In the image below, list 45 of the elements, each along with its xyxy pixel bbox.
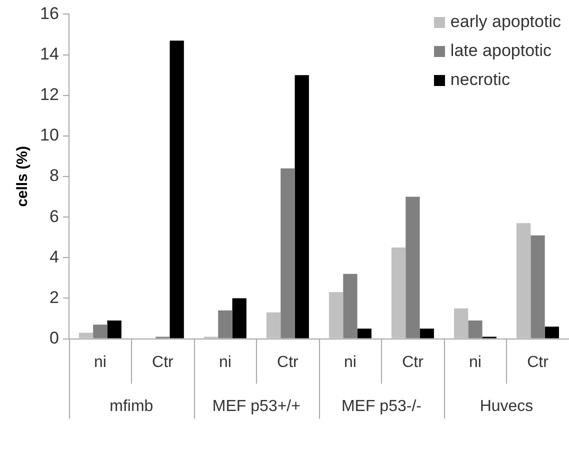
bar <box>107 320 122 338</box>
y-tick-label: 16 <box>40 4 59 23</box>
x-tick-label: Ctr <box>402 354 424 371</box>
bar <box>280 168 295 338</box>
text: Huvecs <box>480 398 534 416</box>
bar <box>232 298 246 338</box>
y-tick-label: 12 <box>40 85 59 104</box>
bar <box>93 324 108 338</box>
bar <box>530 235 545 338</box>
bar <box>454 308 468 338</box>
bar <box>78 332 94 338</box>
x-tick-label: ni <box>344 354 356 371</box>
y-tick-label: 2 <box>49 288 59 307</box>
bar <box>328 292 344 338</box>
bar <box>544 326 559 338</box>
y-tick-label: 6 <box>49 206 59 226</box>
bar <box>391 248 406 338</box>
legend-label: necrotic <box>450 70 510 90</box>
bar <box>170 40 184 338</box>
y-tick-label: 0 <box>49 328 59 348</box>
bar <box>357 328 372 338</box>
bar <box>516 223 531 338</box>
x-tick-label: ni <box>94 354 106 371</box>
x-tick-label: Ctr <box>277 354 300 371</box>
bar <box>266 312 281 338</box>
text: mfimb <box>110 398 154 416</box>
y-tick-label: 14 <box>40 44 59 64</box>
bar <box>468 320 482 338</box>
text: MEF p53+/+ <box>212 398 300 416</box>
legend-label: late apoptotic <box>450 41 552 61</box>
x-tick-label: ni <box>218 354 232 371</box>
bar <box>294 75 309 338</box>
bar <box>218 310 232 338</box>
y-tick-label: 8 <box>49 166 59 186</box>
bar <box>406 196 420 338</box>
y-axis-title: cells (%) <box>14 146 32 207</box>
legend-label: early apoptotic <box>450 12 561 32</box>
x-tick-label: ni <box>469 354 482 371</box>
bar <box>420 328 434 338</box>
text: MEF p53-/- <box>341 398 422 416</box>
y-tick-label: 10 <box>40 126 59 145</box>
bar <box>343 274 358 338</box>
x-tick-label: Ctr <box>527 354 550 371</box>
y-tick-label: 4 <box>49 247 59 266</box>
x-tick-label: Ctr <box>152 354 174 371</box>
